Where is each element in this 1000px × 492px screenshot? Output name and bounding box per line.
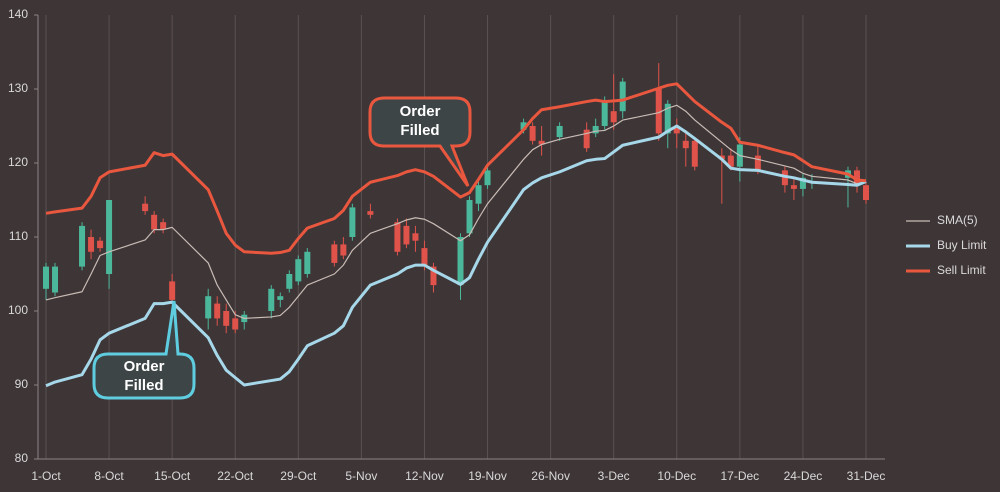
x-tick-label: 17-Dec xyxy=(721,469,760,483)
grid: 80 90 100 110 120 130 140 1-Oct 8-Oct 15-Oct 22-Oc… xyxy=(8,7,885,483)
legend-label: Sell Limit xyxy=(937,263,986,277)
candle-body xyxy=(268,288,275,311)
candle-body xyxy=(790,185,797,189)
candle-body xyxy=(853,170,860,186)
candle-body xyxy=(403,225,410,245)
candle-body xyxy=(520,122,527,130)
candle-body xyxy=(43,266,49,289)
legend: SMA(5) Buy Limit Sell Limit xyxy=(906,213,987,277)
candle-body xyxy=(691,140,698,167)
candle-body xyxy=(88,237,95,252)
candle-body xyxy=(583,129,590,149)
candle-body xyxy=(394,222,401,252)
candle-body xyxy=(151,214,158,230)
candle-body xyxy=(295,259,302,282)
y-tick-label: 140 xyxy=(8,7,28,21)
candle-body xyxy=(331,244,338,263)
candle-body xyxy=(619,81,626,112)
candle-body xyxy=(349,207,356,237)
x-tick-label: 15-Oct xyxy=(154,469,191,483)
x-tick-label: 5-Nov xyxy=(345,469,377,483)
candle-body xyxy=(538,140,545,145)
candle-body xyxy=(655,89,662,134)
x-tick-label: 31-Dec xyxy=(847,469,886,483)
candle-body xyxy=(799,177,806,189)
candle-body xyxy=(466,200,473,234)
series-line xyxy=(45,82,867,255)
candle-body xyxy=(727,155,734,167)
candle-body xyxy=(160,222,167,230)
x-tick-label: 12-Nov xyxy=(405,469,444,483)
legend-label: Buy Limit xyxy=(937,238,987,252)
y-tick-label: 120 xyxy=(8,155,28,169)
candle-body xyxy=(232,318,239,330)
callout-buy xyxy=(92,300,196,400)
candle-body xyxy=(412,233,419,241)
candle-body xyxy=(421,248,428,267)
candle-body xyxy=(214,303,221,319)
annotation: Order Filled xyxy=(123,358,165,394)
y-tick-label: 130 xyxy=(8,81,28,95)
annotation: Order Filled xyxy=(399,103,441,139)
x-tick-label: 26-Nov xyxy=(531,469,570,483)
x-tick-label: 22-Oct xyxy=(217,469,254,483)
x-tick-label: 3-Dec xyxy=(598,469,630,483)
candle-body xyxy=(367,211,374,215)
plot xyxy=(43,63,869,388)
candle-body xyxy=(484,170,491,186)
candle-body xyxy=(106,200,113,274)
candle-body xyxy=(286,274,293,289)
candle-body xyxy=(277,296,284,300)
series-line xyxy=(45,104,867,319)
candle-body xyxy=(142,203,149,212)
candle-body xyxy=(223,311,230,326)
x-tick-label: 19-Nov xyxy=(468,469,507,483)
candle-body xyxy=(52,266,59,293)
candle-body xyxy=(682,140,689,149)
candle-body xyxy=(673,126,680,134)
x-tick-label: 8-Oct xyxy=(94,469,124,483)
candle-body xyxy=(664,103,671,134)
candle-body xyxy=(475,185,482,204)
y-tick-label: 100 xyxy=(8,303,28,317)
callout-sell xyxy=(368,96,472,187)
candle-body xyxy=(610,111,617,123)
x-tick-label: 29-Oct xyxy=(280,469,317,483)
series-line xyxy=(45,124,867,388)
candle-body xyxy=(205,296,212,319)
candle-body xyxy=(430,266,437,286)
y-tick-label: 80 xyxy=(15,451,29,465)
candle-body xyxy=(304,251,311,274)
candle-body xyxy=(592,126,599,134)
candle-body xyxy=(97,240,104,249)
x-tick-label: 1-Oct xyxy=(31,469,61,483)
candle-body xyxy=(601,100,608,126)
y-tick-label: 110 xyxy=(9,229,28,243)
candle-body xyxy=(340,244,347,256)
candle-body xyxy=(529,126,536,141)
x-tick-label: 10-Dec xyxy=(657,469,696,483)
x-tick-label: 24-Dec xyxy=(784,469,823,483)
candle-body xyxy=(863,185,869,200)
candle-body xyxy=(169,281,176,300)
candle-body xyxy=(79,225,86,267)
candle-body xyxy=(457,237,464,286)
candle-body xyxy=(754,155,761,171)
candle-body xyxy=(556,126,563,138)
y-tick-label: 90 xyxy=(15,377,29,391)
legend-label: SMA(5) xyxy=(937,213,978,227)
